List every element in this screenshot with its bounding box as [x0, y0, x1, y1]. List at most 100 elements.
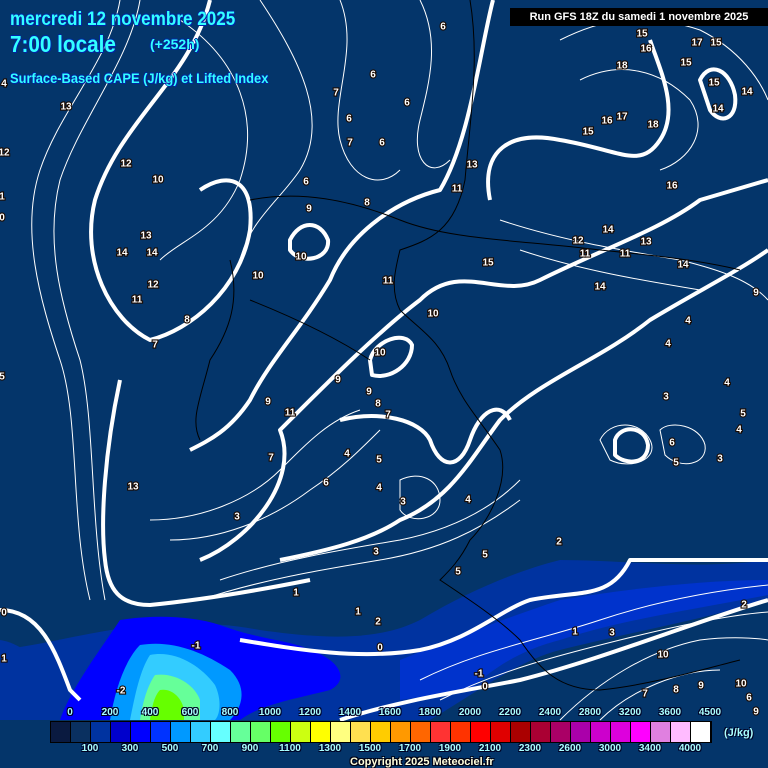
lifted-index-label: 13	[140, 231, 152, 242]
color-swatch	[171, 722, 191, 742]
scale-label-bottom: 700	[201, 743, 219, 754]
color-swatch	[391, 722, 411, 742]
lifted-index-label: 6	[440, 22, 446, 33]
lifted-index-label: 13	[640, 237, 652, 248]
lifted-index-label: 11	[383, 276, 394, 287]
lifted-index-label: 10	[374, 348, 386, 359]
color-swatch	[251, 722, 271, 742]
lifted-index-label: 8	[364, 198, 370, 209]
lifted-index-label: 14	[146, 248, 158, 259]
parameter-title: Surface-Based CAPE (J/kg) et Lifted Inde…	[10, 70, 269, 86]
lifted-index-label: 14	[741, 87, 753, 98]
thin-contours	[31, 0, 768, 721]
lifted-index-label: 11	[285, 408, 296, 419]
color-swatch	[291, 722, 311, 742]
lifted-index-label: 14	[712, 104, 724, 115]
lifted-index-label: 6	[669, 438, 675, 449]
lifted-index-label: 2	[741, 600, 747, 611]
color-swatch	[691, 722, 711, 742]
lifted-index-label: 16	[601, 116, 613, 127]
lifted-index-label: 10	[427, 309, 439, 320]
lifted-index-label: 9	[265, 397, 271, 408]
scale-label-bottom: 100	[81, 743, 99, 754]
scale-label-top: 2000	[458, 707, 482, 718]
lifted-index-label: 3	[373, 547, 379, 558]
cape-region-sw	[0, 640, 60, 720]
cape-region-west-5	[150, 689, 184, 720]
lifted-index-label: 4	[1, 79, 7, 90]
lifted-index-label: 4	[344, 449, 350, 460]
scale-label-bottom: 1900	[438, 743, 462, 754]
color-swatch	[151, 722, 171, 742]
cape-band-core	[400, 580, 768, 700]
scale-label-bottom: 4000	[678, 743, 702, 754]
lifted-index-label: 3	[717, 454, 723, 465]
lifted-index-label: 11	[620, 249, 631, 260]
lifted-index-label: 6	[746, 693, 752, 704]
lifted-index-label: 12	[147, 280, 159, 291]
lifted-index-label: 14	[116, 248, 128, 259]
color-swatch	[671, 722, 691, 742]
lifted-index-label: -1	[192, 641, 201, 652]
lifted-index-label: 6	[370, 70, 376, 81]
scale-label-top: 800	[221, 707, 239, 718]
color-swatch	[71, 722, 91, 742]
lifted-index-label: 11	[580, 249, 591, 260]
lifted-index-label: 5	[376, 455, 382, 466]
scale-label-bottom: 1500	[358, 743, 382, 754]
lifted-index-label: 7	[268, 453, 274, 464]
lifted-index-label: 10	[152, 175, 164, 186]
lifted-index-label: 0	[0, 213, 5, 224]
lifted-index-label: 9	[306, 204, 312, 215]
scale-label-top: 1800	[418, 707, 442, 718]
lifted-index-label: 4	[665, 339, 671, 350]
lifted-index-label: 5	[0, 372, 5, 383]
lifted-index-label: 14	[602, 225, 614, 236]
lifted-index-label: 7	[385, 410, 391, 421]
color-swatch	[371, 722, 391, 742]
lifted-index-label: -1	[475, 669, 484, 680]
color-swatch	[571, 722, 591, 742]
scale-label-top: 2800	[578, 707, 602, 718]
scale-label-top: 3200	[618, 707, 642, 718]
scale-label-top: 1000	[258, 707, 282, 718]
cape-unit: (J/kg)	[724, 727, 754, 739]
lifted-index-label: 0	[482, 682, 488, 693]
lifted-index-label: 8	[184, 315, 190, 326]
forecast-lead-time: (+252h)	[150, 36, 200, 52]
lifted-index-label: 8	[673, 685, 679, 696]
lifted-index-label: 12	[0, 148, 10, 159]
color-swatch	[351, 722, 371, 742]
color-swatch	[511, 722, 531, 742]
lifted-index-label: 14	[677, 260, 689, 271]
scale-label-bottom: 500	[161, 743, 179, 754]
thick-contours	[0, 0, 768, 722]
lifted-index-label: 5	[740, 409, 746, 420]
scale-label-top: 1200	[298, 707, 322, 718]
lifted-index-label: 17	[616, 112, 628, 123]
lifted-index-label: 4	[685, 316, 691, 327]
scale-label-top: 1400	[338, 707, 362, 718]
lifted-index-label: 16	[666, 181, 678, 192]
scale-label-bottom: 2600	[558, 743, 582, 754]
lifted-index-label: 14	[594, 282, 606, 293]
lifted-index-label: 17	[691, 38, 703, 49]
lifted-index-label: 10	[252, 271, 264, 282]
lifted-index-label: 4	[736, 425, 742, 436]
color-swatch	[471, 722, 491, 742]
lifted-index-label: 12	[120, 159, 132, 170]
scale-label-top: 200	[101, 707, 119, 718]
color-swatch	[131, 722, 151, 742]
lifted-index-label: 3	[234, 512, 240, 523]
lifted-index-label: 10	[657, 650, 669, 661]
lifted-index-label: 13	[60, 102, 72, 113]
scale-label-top: 3600	[658, 707, 682, 718]
lifted-index-label: 6	[323, 478, 329, 489]
lifted-index-label: 2	[375, 617, 381, 628]
lifted-index-label: -2	[117, 686, 126, 697]
color-swatch	[651, 722, 671, 742]
lifted-index-label: 18	[616, 61, 628, 72]
lifted-index-label: 6	[303, 177, 309, 188]
lifted-index-label: 10	[295, 252, 307, 263]
lifted-index-label: 1	[572, 627, 578, 638]
